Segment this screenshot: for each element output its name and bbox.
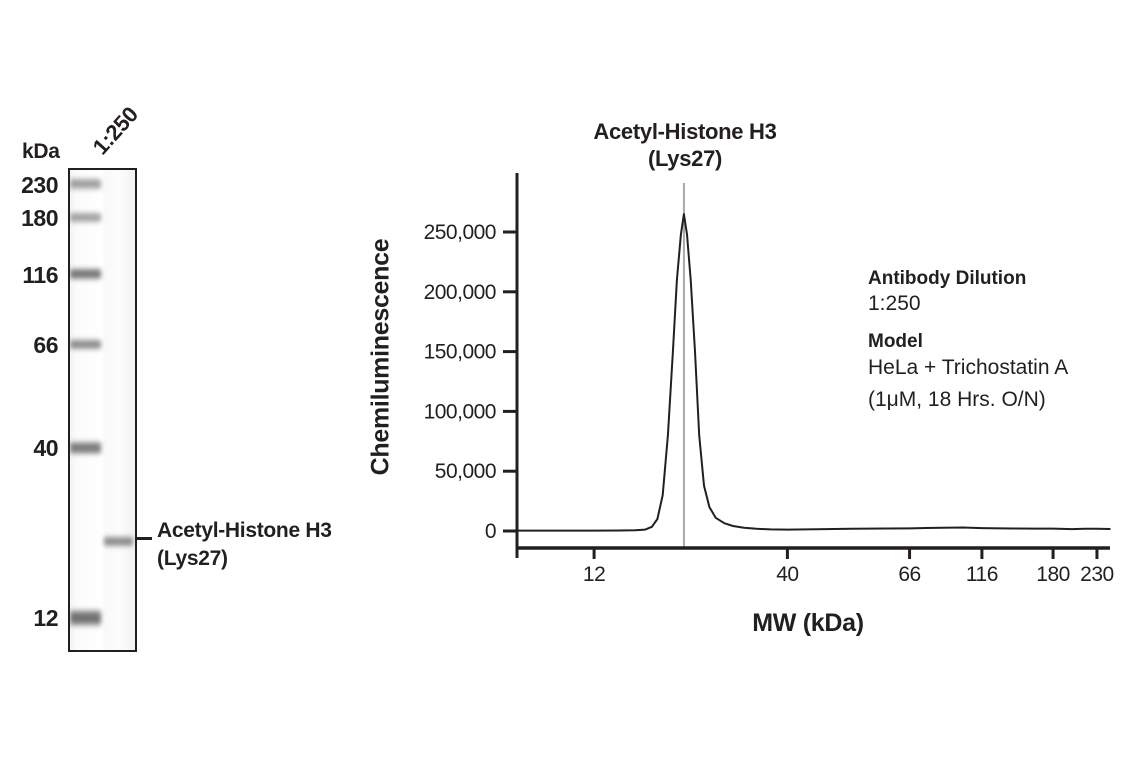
chart-title-line2: (Lys27) — [647, 146, 723, 171]
chemiluminescence-curve — [515, 213, 1111, 532]
chart-title-line1: Acetyl-Histone H3 — [593, 119, 777, 144]
ladder-band-12 — [70, 607, 101, 628]
ladder-band-116 — [70, 267, 101, 282]
marker-label-40: 40 — [33, 435, 58, 462]
band-label-line2: (Lys27) — [157, 547, 228, 570]
ladder-band-40 — [70, 439, 101, 456]
x-tick-label-12: 12 — [583, 563, 605, 586]
marker-label-12: 12 — [33, 605, 58, 632]
x-tick-label-230: 230 — [1080, 563, 1114, 586]
x-tick-label-180: 180 — [1036, 563, 1070, 586]
y-tick-label-250000: 250,000 — [424, 221, 496, 244]
y-tick-label-150000: 150,000 — [424, 341, 496, 364]
model-value-line2: (1μM, 18 Hrs. O/N) — [868, 388, 1046, 411]
kda-unit-label: kDa — [22, 140, 60, 163]
ladder-band-230 — [70, 177, 101, 192]
band-pointer-line — [137, 537, 152, 540]
marker-label-116: 116 — [22, 261, 58, 288]
blot-lane — [68, 168, 137, 652]
y-tick-label-0: 0 — [485, 520, 496, 543]
marker-label-230: 230 — [21, 171, 58, 198]
band-label-line1: Acetyl-Histone H3 — [157, 519, 332, 542]
marker-label-66: 66 — [33, 332, 58, 359]
x-tick-label-40: 40 — [776, 563, 798, 586]
ladder-band-66 — [70, 338, 101, 352]
y-tick-label-100000: 100,000 — [424, 400, 496, 423]
x-tick-label-66: 66 — [898, 563, 920, 586]
antibody-dilution-value: 1:250 — [868, 292, 921, 315]
model-label: Model — [868, 331, 923, 352]
x-tick-label-116: 116 — [966, 563, 998, 586]
antibody-dilution-label: Antibody Dilution — [868, 268, 1027, 289]
x-axis-title: MW (kDa) — [752, 609, 864, 637]
model-value-line1: HeLa + Trichostatin A — [868, 356, 1069, 379]
y-tick-label-50000: 50,000 — [435, 460, 496, 483]
y-tick-label-200000: 200,000 — [424, 281, 496, 304]
sample-band — [104, 535, 133, 549]
ladder-band-180 — [70, 210, 101, 224]
marker-label-180: 180 — [21, 204, 58, 231]
